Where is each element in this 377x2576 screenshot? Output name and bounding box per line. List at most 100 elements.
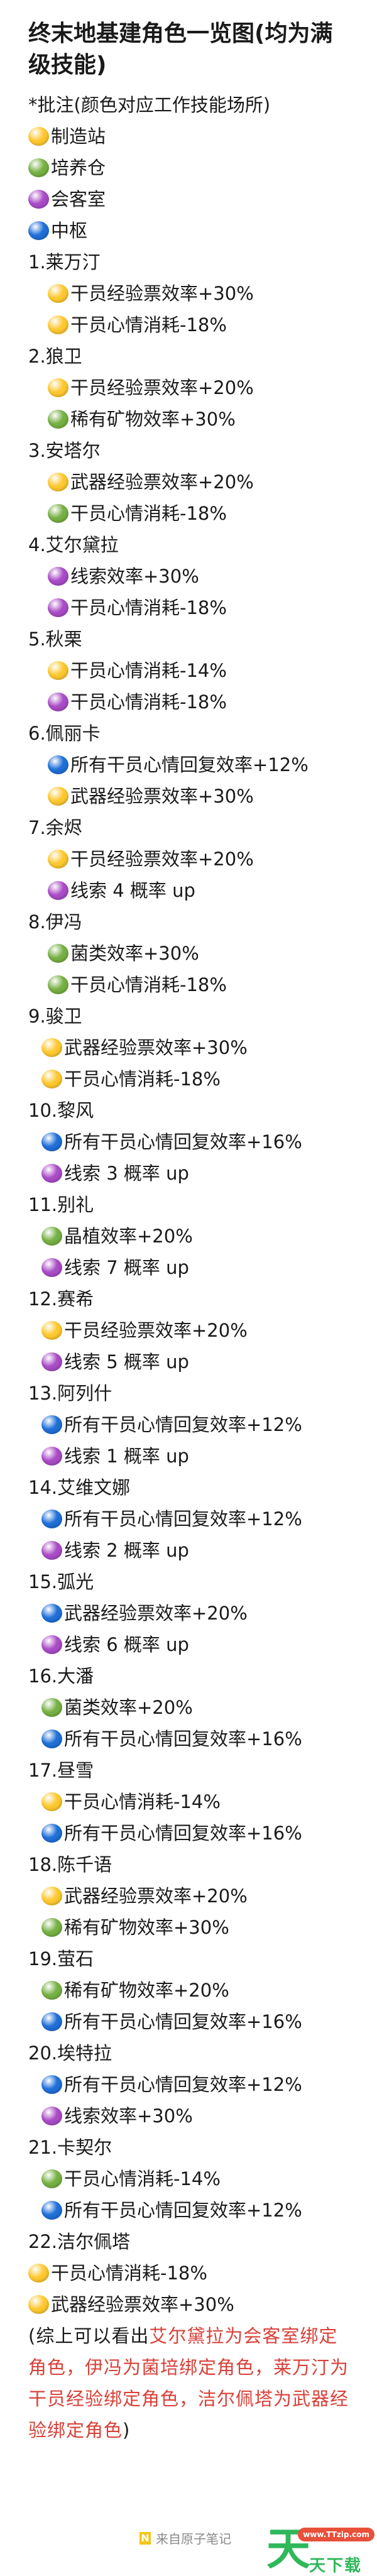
blue-circle-icon — [48, 755, 68, 774]
skill-item-text: 所有干员心情回复效率+12% — [64, 2074, 302, 2095]
purple-circle-icon — [41, 1352, 62, 1371]
skill-item: 所有干员心情回复效率+12% — [28, 2195, 368, 2226]
skill-item-text: 干员经验票效率+20% — [64, 1320, 248, 1341]
skill-item-text: 武器经验票效率+20% — [64, 1603, 248, 1624]
yellow-circle-icon — [48, 661, 68, 680]
skill-item: 线索 1 概率 up — [28, 1440, 368, 1472]
character-name-text: 13.阿列什 — [28, 1383, 112, 1404]
color-legend: 制造站 培养仓 会客室 中枢 — [28, 121, 368, 246]
yellow-circle-icon — [48, 378, 68, 397]
skill-item: 干员经验票效率+30% — [28, 278, 368, 309]
skill-item-text: 线索 1 概率 up — [64, 1445, 189, 1467]
skill-item-text: 干员心情消耗-18% — [70, 314, 227, 336]
skill-item: 干员经验票效率+20% — [28, 1315, 368, 1346]
skill-item: 所有干员心情回复效率+12% — [28, 2069, 368, 2100]
purple-circle-icon — [41, 2107, 62, 2125]
blue-circle-icon — [41, 1604, 62, 1623]
character-name: 20.埃特拉 — [28, 2037, 368, 2069]
skill-item: 干员经验票效率+20% — [28, 843, 368, 875]
skill-item: 所有干员心情回复效率+16% — [28, 1126, 368, 1158]
summary-suffix: ) — [123, 2420, 131, 2441]
watermark-logo: 天 www.TTzip.com 天下载 — [266, 2525, 377, 2575]
skill-item: 所有干员心情回复效率+12% — [28, 1503, 368, 1535]
character-name: 9.骏卫 — [28, 1000, 368, 1032]
green-circle-icon — [41, 2169, 62, 2188]
skill-item: 线索 6 概率 up — [28, 1629, 368, 1660]
skill-item-text: 武器经验票效率+20% — [64, 1885, 248, 1907]
character-entry: 11.别礼 晶植效率+20% 线索 7 概率 up — [28, 1189, 368, 1283]
skill-item-text: 干员经验票效率+20% — [70, 848, 254, 870]
purple-circle-icon — [41, 1635, 62, 1654]
skill-item-text: 线索 6 概率 up — [64, 1634, 189, 1655]
character-name: 4.艾尔黛拉 — [28, 529, 368, 561]
skill-item-text: 干员心情消耗-18% — [70, 503, 227, 524]
blue-circle-icon — [41, 2075, 62, 2094]
skill-item-text: 干员心情消耗-18% — [70, 597, 227, 618]
source-footer: N 来自原子笔记 — [139, 2529, 231, 2547]
note-body: *批注(颜色对应工作技能场所) 制造站 培养仓 会客室 中枢 1.莱万汀 干员经验票效率… — [28, 89, 368, 2446]
skill-item-text: 所有干员心情回复效率+16% — [64, 2011, 302, 2032]
character-entry: 3.安塔尔武器经验票效率+20% 干员心情消耗-18% — [28, 435, 368, 529]
blue-circle-icon — [41, 1132, 62, 1151]
character-entry: 20.埃特拉所有干员心情回复效率+12% 线索效率+30% — [28, 2037, 368, 2132]
skill-item: 线索效率+30% — [28, 2100, 368, 2132]
purple-circle-icon — [41, 1258, 62, 1277]
skill-item: 武器经验票效率+30% — [28, 1032, 368, 1063]
purple-circle-icon — [41, 1541, 62, 1560]
character-name-text: 9.骏卫 — [28, 1006, 82, 1027]
annotation-line: *批注(颜色对应工作技能场所) — [28, 94, 271, 116]
skill-item: 所有干员心情回复效率+16% — [28, 1817, 368, 1849]
blue-circle-icon — [41, 1824, 62, 1843]
character-name-text: 3.安塔尔 — [28, 440, 101, 461]
skill-item-text: 干员心情消耗-14% — [64, 1791, 221, 1812]
purple-circle-icon — [41, 1447, 62, 1466]
character-name: 8.伊冯 — [28, 906, 368, 938]
skill-item-text: 所有干员心情回复效率+16% — [64, 1822, 302, 1844]
character-name: 7.余烬 — [28, 812, 368, 843]
skill-item: 干员心情消耗-14% — [28, 1786, 368, 1817]
skill-item-text: 武器经验票效率+20% — [70, 471, 254, 493]
yellow-circle-icon — [48, 315, 68, 334]
skill-item-text: 线索 7 概率 up — [64, 1257, 189, 1278]
green-circle-icon — [28, 158, 49, 177]
character-entry: 10.黎风 所有干员心情回复效率+16% 线索 3 概率 up — [28, 1095, 368, 1189]
green-circle-icon — [41, 1227, 62, 1246]
character-name-text: 2.狼卫 — [28, 346, 82, 367]
character-entry: 5.秋栗 干员心情消耗-14% 干员心情消耗-18% — [28, 623, 368, 718]
skill-item-text: 晶植效率+20% — [64, 1225, 193, 1247]
character-name: 10.黎风 — [28, 1095, 368, 1126]
legend-item-text: 培养仓 — [51, 157, 106, 178]
skill-item: 线索 2 概率 up — [28, 1535, 368, 1566]
character-name: 18.陈千语 — [28, 1849, 368, 1880]
app-logo-icon: N — [139, 2531, 151, 2545]
yellow-circle-icon — [48, 850, 68, 869]
legend-item: 中枢 — [28, 215, 368, 246]
character-name: 12.赛希 — [28, 1283, 368, 1315]
legend-item-text: 会客室 — [51, 189, 106, 210]
character-name-text: 6.佩丽卡 — [28, 723, 101, 744]
purple-circle-icon — [28, 190, 49, 209]
summary-highlight: 艾尔黛拉为会客室绑定角色，伊冯为菌培绑定角色，莱万汀为干员经验绑定角色，洁尔佩塔… — [28, 2325, 349, 2441]
skill-item-text: 干员心情消耗-18% — [64, 1068, 221, 1090]
legend-item: 培养仓 — [28, 152, 368, 184]
skill-item-text: 线索效率+30% — [70, 566, 199, 587]
summary-paragraph: (综上可以看出艾尔黛拉为会客室绑定角色，伊冯为菌培绑定角色，莱万汀为干员经验绑定… — [28, 2320, 350, 2446]
character-entry: 14.艾维文娜所有干员心情回复效率+12% 线索 2 概率 up — [28, 1472, 368, 1566]
character-name-text: 14.艾维文娜 — [28, 1477, 131, 1498]
skill-item: 线索 3 概率 up — [28, 1158, 368, 1189]
skill-item: 干员心情消耗-18% — [28, 309, 368, 341]
purple-circle-icon — [48, 881, 68, 900]
skill-item: 武器经验票效率+20% — [28, 466, 368, 498]
purple-circle-icon — [48, 693, 68, 711]
character-entry: 1.莱万汀 干员经验票效率+30% 干员心情消耗-18% — [28, 246, 368, 341]
skill-item: 晶植效率+20% — [28, 1220, 368, 1252]
skill-item-text: 所有干员心情回复效率+12% — [64, 1508, 302, 1530]
skill-item: 武器经验票效率+20% — [28, 1598, 368, 1629]
skill-item-text: 武器经验票效率+30% — [51, 2294, 234, 2315]
green-circle-icon — [41, 1981, 62, 2000]
yellow-circle-icon — [41, 1321, 62, 1340]
skill-item: 所有干员心情回复效率+16% — [28, 1723, 368, 1755]
skill-item-text: 线索效率+30% — [64, 2105, 193, 2127]
skill-item: 武器经验票效率+30% — [28, 781, 368, 812]
page-title: 终末地基建角色一览图(均为满级技能) — [28, 21, 333, 78]
